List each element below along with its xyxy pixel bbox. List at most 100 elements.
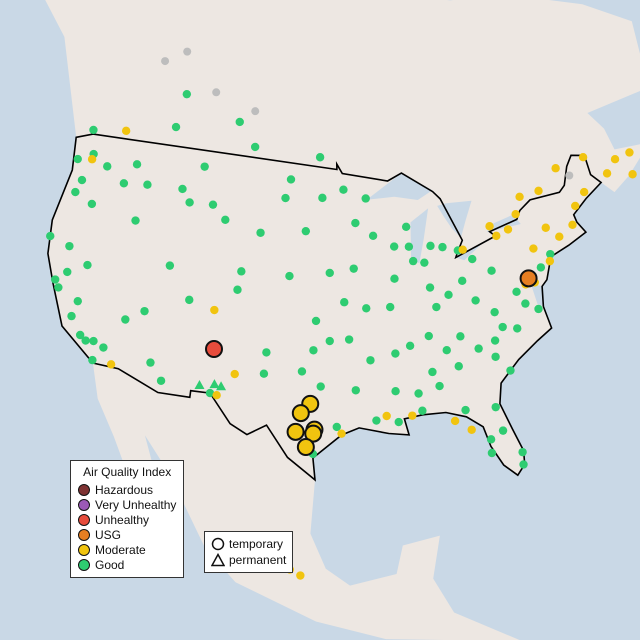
monitor-marker-good[interactable]	[318, 193, 327, 203]
monitor-marker-good[interactable]	[438, 242, 447, 252]
monitor-marker-good[interactable]	[390, 274, 399, 283]
monitor-marker-moderate[interactable]	[551, 164, 560, 173]
monitor-marker-good[interactable]	[361, 194, 370, 203]
monitor-marker-good[interactable]	[185, 198, 194, 207]
monitor-marker-good[interactable]	[73, 296, 82, 306]
monitor-marker-good[interactable]	[65, 241, 74, 251]
monitor-marker-good[interactable]	[200, 162, 209, 171]
monitor-marker-good[interactable]	[372, 416, 381, 425]
monitor-marker-moderate[interactable]	[382, 411, 391, 421]
monitor-marker-good[interactable]	[428, 367, 437, 377]
monitor-marker-good[interactable]	[487, 266, 496, 275]
monitor-marker-moderate[interactable]	[485, 222, 494, 231]
monitor-marker-good[interactable]	[332, 422, 341, 432]
monitor-marker-good[interactable]	[50, 275, 60, 284]
monitor-marker-moderate[interactable]	[337, 429, 346, 438]
monitor-marker-good[interactable]	[487, 448, 497, 458]
monitor-marker-good[interactable]	[171, 122, 181, 132]
monitor-marker-good[interactable]	[281, 193, 290, 203]
monitor-marker-good[interactable]	[414, 389, 423, 398]
monitor-marker-moderate-large[interactable]	[286, 422, 305, 441]
monitor-marker-moderate[interactable]	[571, 201, 580, 211]
monitor-marker-good[interactable]	[498, 426, 508, 435]
monitor-marker-good[interactable]	[458, 276, 467, 286]
monitor-marker-good[interactable]	[182, 89, 192, 99]
monitor-marker-moderate[interactable]	[212, 390, 221, 400]
monitor-marker-moderate-large[interactable]	[296, 438, 315, 457]
monitor-marker-good[interactable]	[156, 376, 166, 385]
monitor-marker-good[interactable]	[131, 216, 140, 225]
monitor-marker-good[interactable]	[513, 324, 522, 333]
monitor-marker-moderate[interactable]	[534, 186, 543, 196]
monitor-marker-moderate[interactable]	[106, 360, 116, 369]
monitor-marker-no-data[interactable]	[212, 88, 221, 97]
monitor-marker-good[interactable]	[512, 287, 521, 296]
monitor-marker-good[interactable]	[362, 304, 371, 313]
monitor-marker-good[interactable]	[205, 388, 215, 398]
monitor-marker-moderate[interactable]	[296, 571, 305, 580]
monitor-marker-good[interactable]	[404, 242, 414, 251]
monitor-marker-good[interactable]	[546, 249, 555, 259]
monitor-marker-moderate[interactable]	[625, 148, 634, 157]
monitor-marker-good[interactable]	[456, 332, 465, 341]
monitor-marker-good[interactable]	[316, 382, 325, 391]
monitor-marker-good[interactable]	[89, 125, 98, 135]
monitor-marker-good[interactable]	[99, 343, 108, 352]
monitor-marker-good[interactable]	[468, 254, 477, 264]
monitor-marker-good[interactable]	[490, 307, 499, 317]
monitor-marker-good[interactable]	[54, 283, 63, 292]
monitor-marker-good[interactable]	[121, 315, 130, 324]
monitor-marker-good[interactable]	[286, 175, 296, 184]
monitor-marker-good[interactable]	[405, 341, 415, 350]
monitor-marker-good[interactable]	[89, 336, 98, 346]
monitor-marker-good[interactable]	[235, 117, 244, 127]
monitor-marker-moderate[interactable]	[492, 231, 501, 241]
monitor-marker-good[interactable]	[339, 185, 348, 194]
monitor-marker-good[interactable]	[408, 256, 418, 266]
monitor-marker-good[interactable]	[420, 258, 429, 267]
monitor-marker-good[interactable]	[103, 162, 112, 171]
monitor-marker-moderate-large[interactable]	[291, 404, 310, 423]
monitor-marker-good[interactable]	[491, 402, 500, 412]
monitor-marker-good[interactable]	[140, 306, 149, 316]
monitor-marker-moderate[interactable]	[87, 155, 97, 164]
monitor-marker-good[interactable]	[442, 346, 451, 355]
monitor-marker-good[interactable]	[506, 366, 515, 375]
monitor-marker-good[interactable]	[256, 228, 265, 237]
monitor-marker-good[interactable]	[63, 267, 72, 277]
monitor-marker-good[interactable]	[521, 299, 530, 308]
permanent-monitor-marker[interactable]	[209, 379, 220, 389]
monitor-marker-no-data[interactable]	[161, 57, 170, 66]
monitor-marker-moderate[interactable]	[555, 232, 564, 241]
monitor-marker-good[interactable]	[518, 447, 527, 457]
monitor-marker-good[interactable]	[444, 290, 453, 300]
permanent-monitor-marker[interactable]	[216, 381, 227, 391]
monitor-marker-good[interactable]	[536, 263, 546, 272]
monitor-marker-good[interactable]	[143, 180, 152, 189]
monitor-marker-good[interactable]	[250, 142, 260, 152]
permanent-monitor-marker[interactable]	[194, 380, 205, 390]
monitor-marker-good[interactable]	[311, 316, 321, 326]
monitor-marker-moderate[interactable]	[578, 153, 588, 162]
monitor-marker-good[interactable]	[221, 215, 230, 225]
monitor-marker-moderate[interactable]	[602, 169, 612, 178]
monitor-marker-good[interactable]	[119, 179, 129, 188]
monitor-marker-good[interactable]	[309, 346, 318, 355]
monitor-marker-good[interactable]	[401, 222, 411, 231]
monitor-marker-no-data[interactable]	[251, 107, 260, 116]
monitor-marker-good[interactable]	[83, 260, 92, 270]
monitor-marker-moderate[interactable]	[610, 155, 620, 164]
monitor-marker-good[interactable]	[262, 348, 271, 357]
monitor-marker-usg-large[interactable]	[519, 269, 538, 288]
monitor-marker-good[interactable]	[185, 295, 194, 305]
monitor-marker-good[interactable]	[534, 304, 543, 314]
monitor-marker-good[interactable]	[418, 406, 427, 415]
monitor-marker-good[interactable]	[178, 184, 187, 194]
monitor-marker-good[interactable]	[71, 187, 80, 197]
monitor-marker-good[interactable]	[233, 285, 242, 294]
monitor-marker-moderate[interactable]	[541, 223, 550, 232]
monitor-marker-good[interactable]	[435, 381, 444, 391]
monitor-marker-no-data[interactable]	[565, 171, 574, 180]
monitor-marker-good[interactable]	[454, 362, 463, 371]
monitor-marker-good[interactable]	[315, 153, 325, 162]
